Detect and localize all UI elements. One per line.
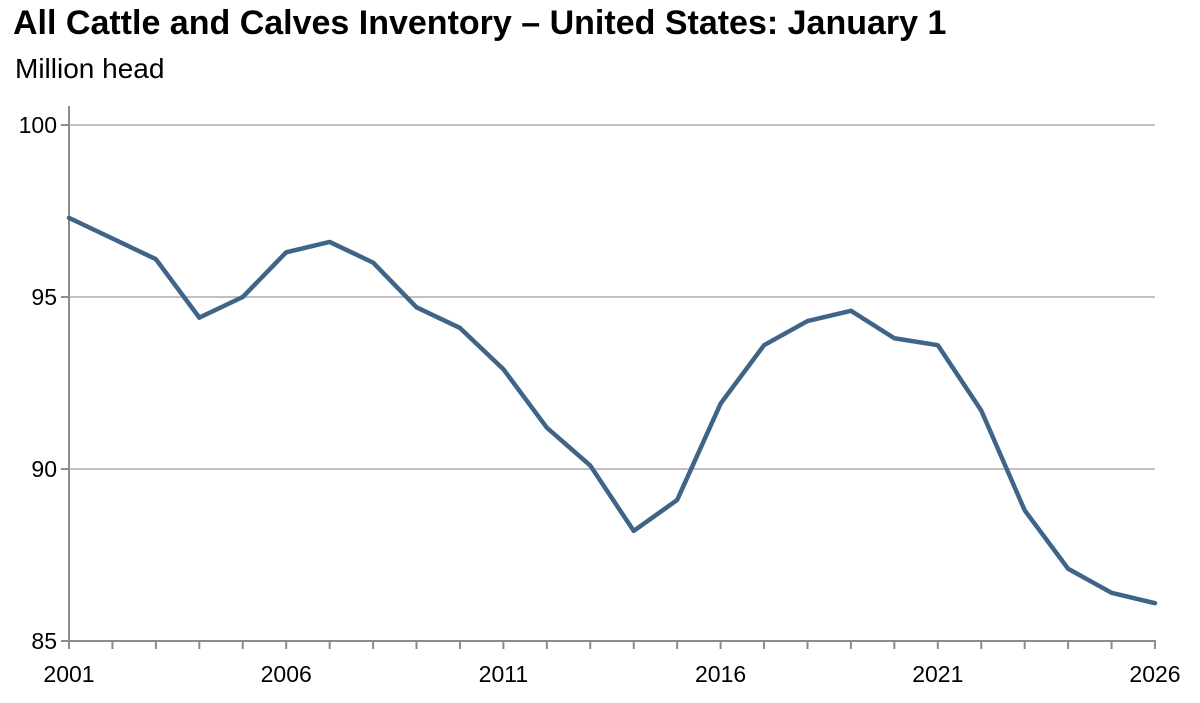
y-tick-label: 95 bbox=[31, 284, 57, 310]
y-tick-label: 85 bbox=[31, 628, 57, 654]
x-tick-label: 2001 bbox=[43, 661, 94, 687]
x-tick-label: 2011 bbox=[479, 661, 528, 687]
chart-title: All Cattle and Calves Inventory – United… bbox=[13, 4, 947, 42]
y-tick-label: 90 bbox=[31, 456, 57, 482]
y-tick-label: 100 bbox=[19, 112, 57, 138]
x-tick-label: 2021 bbox=[912, 661, 963, 687]
y-axis-units-label: Million head bbox=[15, 53, 165, 84]
x-tick-label: 2026 bbox=[1129, 661, 1180, 687]
data-line bbox=[66, 215, 1158, 606]
x-tick-label: 2006 bbox=[261, 661, 312, 687]
x-tick-label: 2016 bbox=[695, 661, 746, 687]
